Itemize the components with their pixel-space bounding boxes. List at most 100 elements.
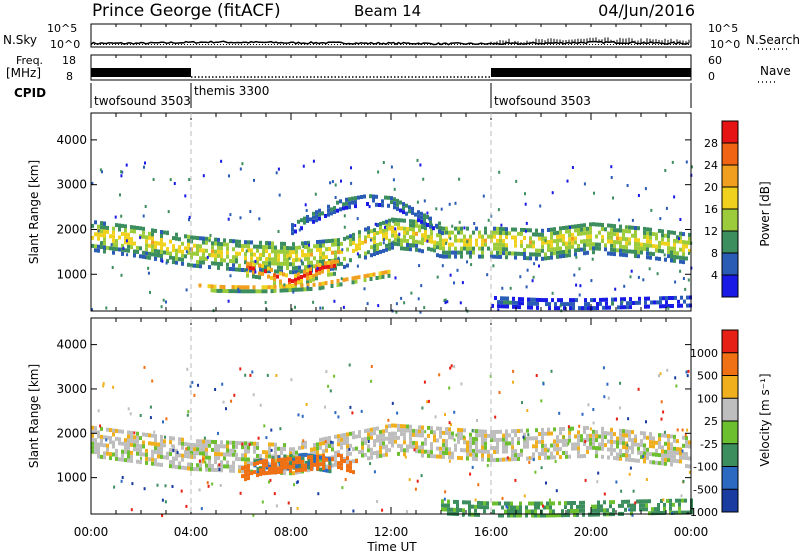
- power-speck: [99, 168, 102, 172]
- velocity-cell: [534, 501, 537, 506]
- velocity-cell: [289, 451, 292, 456]
- velocity-cell: [447, 507, 450, 512]
- power-cell: [508, 251, 511, 256]
- time-tick-label: 20:00: [574, 525, 609, 539]
- power-cell: [574, 240, 577, 245]
- velocity-cell: [313, 454, 317, 459]
- power-cell: [385, 227, 388, 232]
- velocity-cell: [577, 438, 580, 443]
- velocity-speck: [367, 440, 370, 443]
- power-cell: [313, 256, 316, 261]
- velocity-cell: [244, 457, 247, 462]
- velocity-cell: [651, 511, 654, 516]
- velocity-cell: [439, 454, 442, 459]
- velocity-cell: [349, 469, 352, 474]
- power-cell: [622, 252, 625, 257]
- power-cell: [328, 239, 331, 243]
- velocity-cell: [579, 500, 582, 505]
- power-cell: [285, 288, 289, 293]
- power-cell: [539, 298, 542, 302]
- velocity-cell: [519, 501, 522, 506]
- power-cell: [252, 289, 256, 294]
- power-cell: [148, 235, 151, 240]
- velocity-cell: [241, 469, 244, 474]
- power-cell: [181, 249, 184, 254]
- velocity-speck: [324, 440, 327, 444]
- velocity-cell: [549, 501, 552, 506]
- velocity-cell: [217, 452, 220, 457]
- power-cell: [532, 252, 535, 257]
- power-cell: [619, 248, 622, 253]
- velocity-cell: [244, 445, 247, 450]
- velocity-panel-frame: [90, 317, 692, 515]
- velocity-cell: [241, 457, 244, 462]
- power-cell: [568, 233, 571, 238]
- power-speck: [149, 290, 151, 294]
- power-cell: [295, 257, 298, 262]
- power-cell: [536, 301, 539, 306]
- power-cell: [294, 277, 297, 282]
- power-cell: [303, 269, 306, 274]
- power-cell: [295, 269, 298, 274]
- velocity-cell: [463, 448, 466, 453]
- power-cell: [644, 296, 647, 301]
- velocity-speck: [176, 451, 179, 454]
- power-cell: [154, 248, 157, 253]
- velocity-cell: [655, 448, 658, 453]
- power-speck: [120, 273, 123, 277]
- velocity-speck: [217, 431, 219, 435]
- velocity-cell: [540, 501, 543, 506]
- velocity-cell: [145, 456, 148, 461]
- power-cell: [523, 248, 526, 252]
- power-speck: [306, 285, 309, 289]
- power-cell: [354, 279, 358, 284]
- velocity-speck: [279, 427, 282, 431]
- velocity-speck: [686, 374, 689, 378]
- velocity-cell: [199, 463, 202, 468]
- power-cell: [388, 222, 391, 227]
- power-cell: [412, 231, 415, 236]
- velocity-speck: [448, 421, 451, 425]
- power-cell: [306, 280, 309, 285]
- velocity-cell: [601, 426, 604, 431]
- velocity-cell: [409, 428, 412, 433]
- velocity-speck: [619, 381, 622, 385]
- velocity-cell: [649, 452, 652, 457]
- velocity-cell: [247, 445, 250, 450]
- power-speck: [671, 160, 674, 164]
- velocity-cell: [367, 444, 370, 449]
- velocity-speck: [121, 476, 124, 479]
- velocity-cell: [663, 506, 666, 511]
- power-cell: [304, 253, 307, 258]
- power-cell: [220, 254, 223, 259]
- power-cell: [264, 285, 268, 290]
- power-cell: [210, 288, 214, 293]
- power-cell: [136, 249, 139, 254]
- velocity-speck: [453, 365, 456, 369]
- velocity-cell: [670, 462, 673, 467]
- velocity-cell: [594, 508, 597, 513]
- velocity-cell: [244, 469, 247, 474]
- power-cell: [213, 284, 217, 289]
- velocity-cell: [400, 428, 403, 433]
- velocity-cell: [679, 459, 682, 464]
- power-cell: [315, 272, 318, 277]
- power-cell: [211, 245, 214, 250]
- power-cell: [418, 240, 421, 245]
- power-cell: [417, 214, 420, 219]
- power-speck: [374, 222, 377, 226]
- velocity-cell: [627, 503, 630, 508]
- power-speck: [329, 181, 332, 185]
- power-cell: [665, 300, 668, 305]
- power-cell: [369, 273, 373, 277]
- velocity-cell: [451, 431, 454, 436]
- power-cell: [589, 226, 592, 231]
- power-cell: [571, 224, 574, 229]
- velocity-cell: [670, 434, 673, 439]
- velocity-cell: [606, 508, 609, 513]
- velocity-speck: [191, 380, 194, 384]
- power-cell: [575, 298, 578, 303]
- velocity-cell: [301, 467, 304, 472]
- velocity-cell: [598, 434, 601, 439]
- power-cell: [252, 266, 255, 271]
